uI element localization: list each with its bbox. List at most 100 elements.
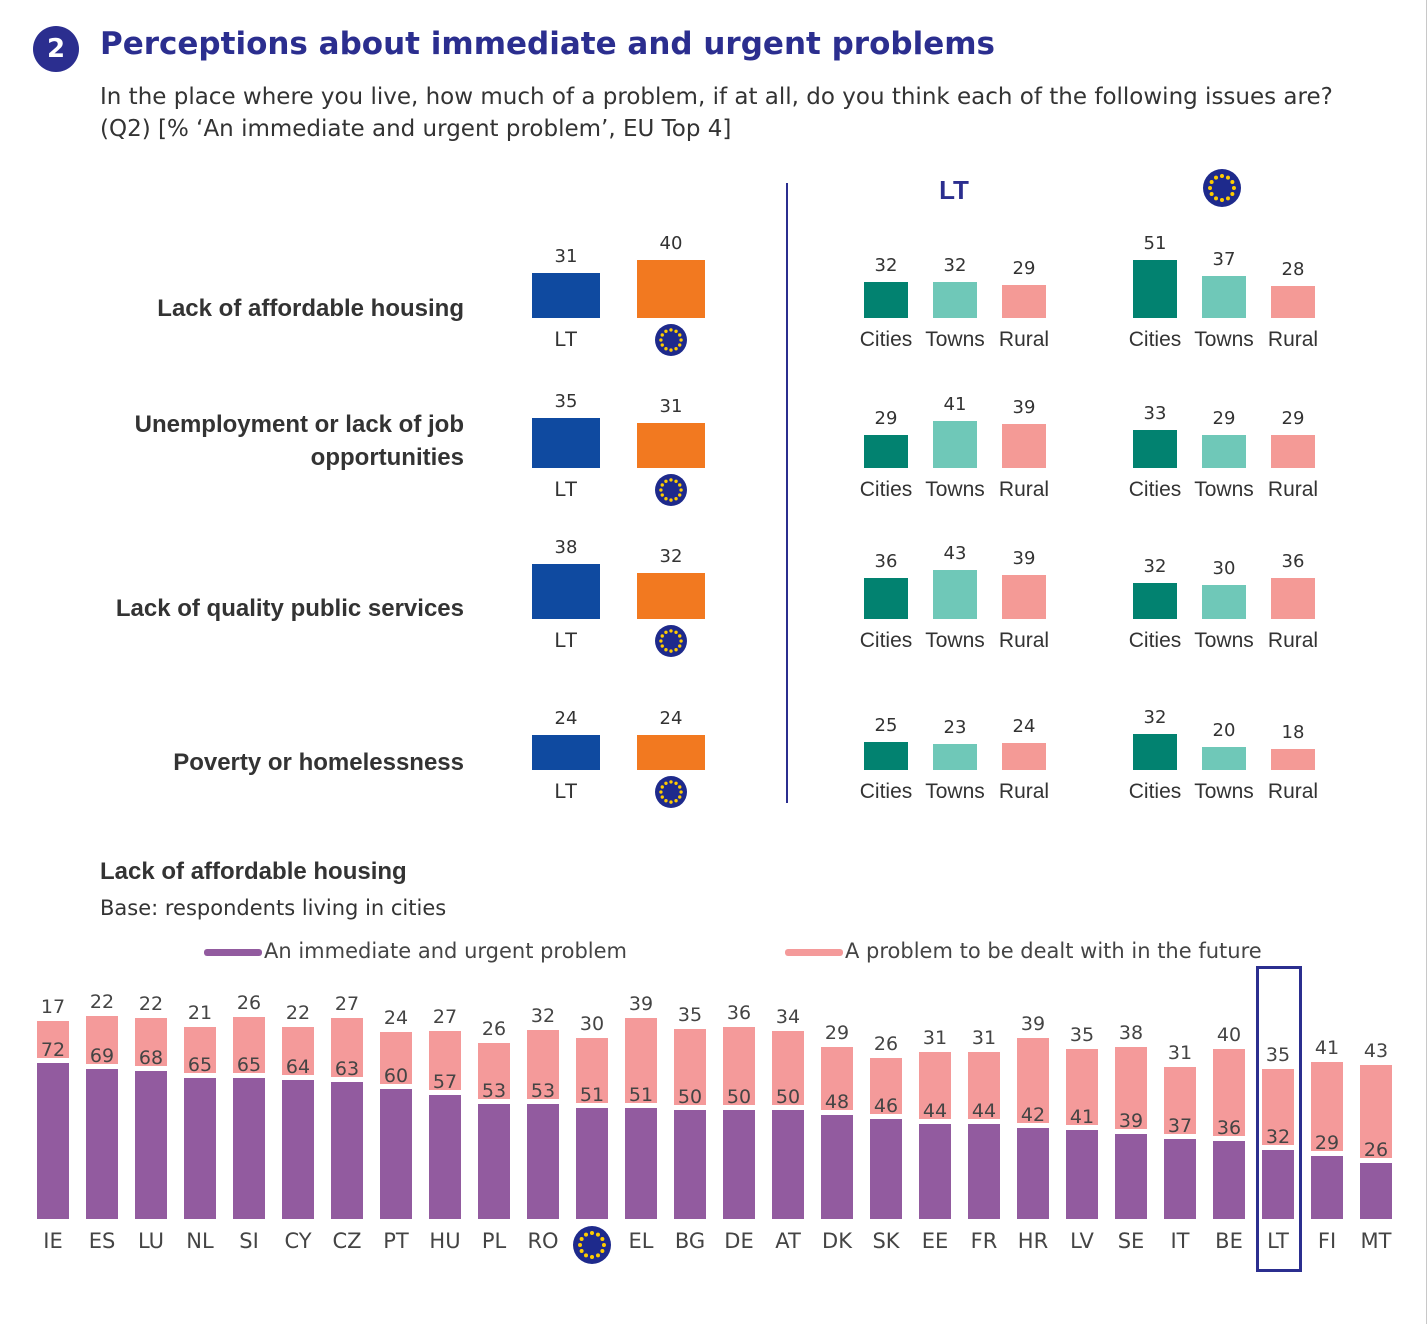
- data-label-immediate: 32: [1265, 1126, 1291, 1148]
- country-label: PL: [481, 1229, 507, 1253]
- eu-flag-icon: [655, 474, 687, 506]
- data-label-immediate: 37: [1167, 1115, 1193, 1137]
- country-label: SE: [1117, 1229, 1145, 1253]
- bar-immediate: [821, 1115, 853, 1219]
- country-label: CY: [284, 1229, 312, 1253]
- bar-towns: [1202, 585, 1246, 619]
- bar-label-area: Rural: [1267, 478, 1319, 501]
- data-label-future: 35: [1265, 1044, 1291, 1066]
- bar-future: [429, 1031, 461, 1090]
- data-label-future: 40: [1216, 1024, 1242, 1046]
- bar-cities: [1133, 430, 1177, 468]
- country-label: DE: [724, 1229, 754, 1253]
- data-label-immediate: 68: [138, 1047, 164, 1069]
- data-label: 36: [1281, 551, 1305, 572]
- bar-label-area: Towns: [925, 478, 985, 501]
- bar-future: [1360, 1065, 1392, 1158]
- data-label-future: 38: [1118, 1022, 1144, 1044]
- bar-immediate: [1164, 1139, 1196, 1219]
- data-label-immediate: 46: [873, 1095, 899, 1117]
- data-label-future: 31: [922, 1027, 948, 1049]
- panel-divider: [786, 183, 788, 803]
- country-label: RO: [527, 1229, 559, 1253]
- bar-lt: [532, 735, 600, 770]
- bar-rural: [1271, 435, 1315, 468]
- bar-rural: [1002, 424, 1046, 468]
- country-label: SK: [872, 1229, 900, 1253]
- data-label-future: 22: [285, 1002, 311, 1024]
- bar-rural: [1002, 743, 1046, 770]
- bar-immediate: [1360, 1163, 1392, 1219]
- bar-future: [625, 1018, 657, 1103]
- issue-label: Poverty or homelessness: [173, 749, 464, 776]
- bar-future: [821, 1047, 853, 1110]
- eu-flag-icon: [573, 1226, 611, 1264]
- bar-eu: [637, 735, 705, 770]
- country-label: SI: [239, 1229, 259, 1253]
- bar-future: [723, 1027, 755, 1105]
- bar-lt: [532, 418, 600, 468]
- page-title: Perceptions about immediate and urgent p…: [100, 26, 995, 62]
- legend-swatch-immediate: [204, 949, 262, 956]
- data-label-immediate: 26: [1363, 1139, 1389, 1161]
- data-label: 24: [1012, 716, 1036, 737]
- country-label: CZ: [332, 1229, 362, 1253]
- data-label: 25: [874, 715, 898, 736]
- data-label-future: 22: [138, 993, 164, 1015]
- data-label-immediate: 51: [628, 1084, 654, 1106]
- bar-future: [968, 1052, 1000, 1119]
- bar-towns: [1202, 276, 1246, 318]
- data-label: 40: [659, 233, 683, 254]
- data-label: 32: [943, 255, 967, 276]
- issue-label: Lack of quality public services: [115, 595, 464, 622]
- country-chart-subtitle: Base: respondents living in cities: [100, 896, 447, 920]
- bar-label-area: Cities: [1128, 629, 1182, 652]
- country-label: IT: [1170, 1229, 1190, 1253]
- data-label: 29: [1212, 408, 1236, 429]
- bar-rural: [1271, 578, 1315, 619]
- bar-label-area: Rural: [998, 780, 1050, 803]
- bar-future: [674, 1029, 706, 1105]
- data-label-immediate: 60: [383, 1065, 409, 1087]
- bar-eu: [637, 423, 705, 468]
- data-label-future: 34: [775, 1006, 801, 1028]
- data-label: 39: [1012, 548, 1036, 569]
- data-label-immediate: 39: [1118, 1110, 1144, 1132]
- bar-future: [86, 1016, 118, 1064]
- data-label-immediate: 57: [432, 1071, 458, 1093]
- bar-immediate: [184, 1078, 216, 1219]
- bar-future: [1017, 1038, 1049, 1123]
- bar-lt: [532, 564, 600, 619]
- country-chart-title: Lack of affordable housing: [100, 858, 407, 885]
- data-label: 29: [874, 408, 898, 429]
- data-label: 32: [1143, 707, 1167, 728]
- bar-towns: [933, 744, 977, 770]
- country-label: BE: [1215, 1229, 1243, 1253]
- bar-label-area: Cities: [1128, 328, 1182, 351]
- country-label: EL: [628, 1229, 654, 1253]
- data-label: 32: [1143, 556, 1167, 577]
- country-label: HR: [1017, 1229, 1049, 1253]
- bar-label-area: Cities: [1128, 780, 1182, 803]
- bar-eu: [637, 260, 705, 318]
- bar-label-area: Towns: [1194, 780, 1254, 803]
- data-label-future: 35: [677, 1004, 703, 1026]
- data-label: 31: [659, 396, 683, 417]
- bar-immediate: [625, 1108, 657, 1219]
- bar-rural: [1002, 285, 1046, 318]
- bar-future: [772, 1031, 804, 1105]
- data-label-future: 32: [530, 1005, 556, 1027]
- bar-label-lt: LT: [554, 629, 578, 652]
- bar-future: [37, 1021, 69, 1058]
- issue-label: Lack of affordable housing: [157, 295, 464, 322]
- data-label-immediate: 69: [89, 1045, 115, 1067]
- bar-immediate: [1311, 1156, 1343, 1219]
- eu-flag-icon: [655, 625, 687, 657]
- bar-rural: [1002, 575, 1046, 619]
- data-label: 37: [1212, 249, 1236, 270]
- data-label-future: 36: [726, 1002, 752, 1024]
- data-label-future: 26: [481, 1018, 507, 1040]
- bar-label-area: Rural: [998, 629, 1050, 652]
- bar-immediate: [576, 1108, 608, 1219]
- data-label-future: 24: [383, 1007, 409, 1029]
